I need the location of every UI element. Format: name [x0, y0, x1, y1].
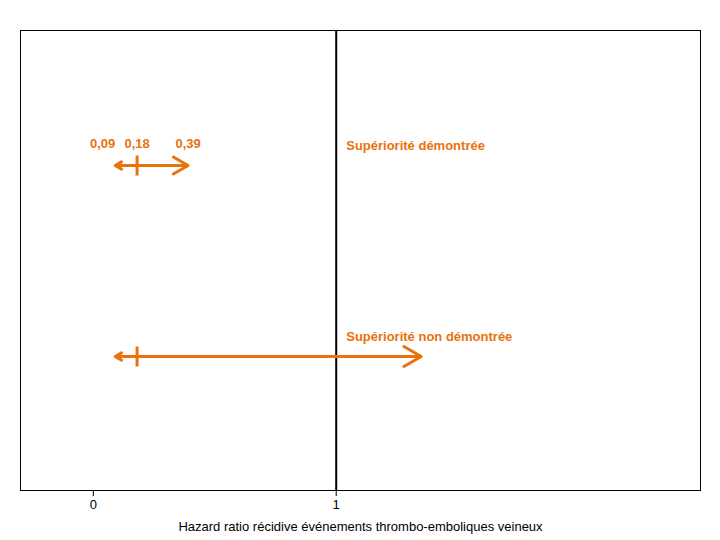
svg-text:Supériorité démontrée: Supériorité démontrée [346, 138, 485, 153]
svg-text:0,09: 0,09 [90, 136, 115, 151]
svg-text:0,39: 0,39 [175, 136, 200, 151]
svg-text:0: 0 [90, 497, 97, 512]
svg-text:1: 1 [333, 497, 340, 512]
svg-text:0,18: 0,18 [124, 136, 149, 151]
svg-text:Supériorité non démontrée: Supériorité non démontrée [346, 329, 512, 344]
svg-text:Hazard ratio récidive événemen: Hazard ratio récidive événements thrombo… [178, 519, 543, 534]
